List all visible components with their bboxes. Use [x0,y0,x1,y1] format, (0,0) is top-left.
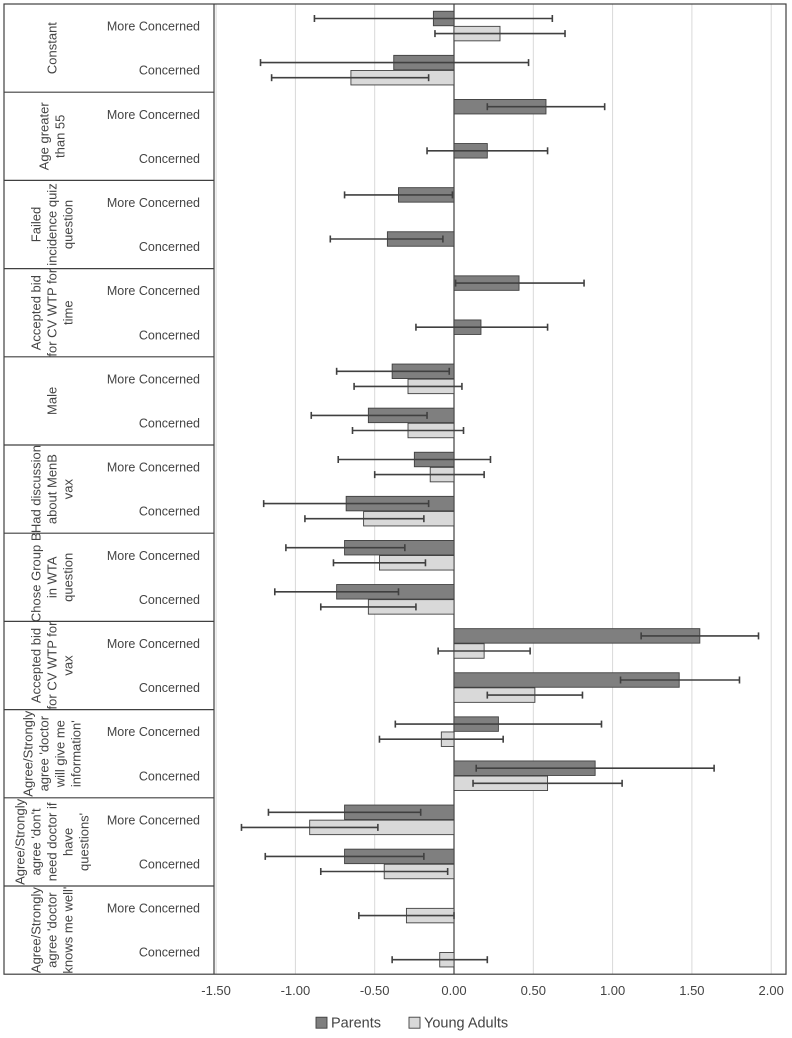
group-label-line: time [61,300,76,325]
x-axis-ticks: -1.50 -1.00 -0.50 0.00 0.50 1.00 1.50 2.00 [201,983,784,998]
row-label: More Concerned [107,725,200,739]
group-label-line: knows me well' [61,887,76,974]
legend-swatch-0 [315,1016,328,1029]
row-label: More Concerned [107,108,200,122]
group-label-line: Accepted bid [29,275,44,350]
legend: Parents Young Adults [315,1016,508,1032]
group-label-line: incidence quiz [45,183,60,265]
group-label-line: in WTA [45,556,60,598]
group-label-line: agree 'doctor [45,892,60,968]
error-bars [240,15,760,964]
group-label-line: Had discussion [29,445,44,533]
group-label-8: Agree/Stronglyagree 'doctorwill give mei… [21,710,84,796]
group-label-9: Agree/Stronglyagree 'don'tneed doctor if… [13,798,92,884]
row-label: Concerned [139,64,200,78]
x-tick-label: 0.00 [441,983,466,998]
row-label: Concerned [139,681,200,695]
group-label-line: Agree/Strongly [21,710,36,796]
group-label-5: Had discussionabout MenBvax [29,445,76,533]
row-label: Concerned [139,505,200,519]
row-label: Concerned [139,416,200,430]
row-label: More Concerned [107,284,200,298]
row-label: More Concerned [107,20,200,34]
row-label: More Concerned [107,196,200,210]
group-label-line: Agree/Strongly [13,798,28,884]
x-tick-label: 1.50 [679,983,704,998]
bars [309,10,701,968]
group-label-line: question [61,553,76,602]
group-label-2: Failedincidence quizquestion [29,183,76,265]
group-label-line: for CV WTP for [45,268,60,357]
group-label-line: Chose Group B [29,532,44,622]
group-label-line: Accepted bid [29,628,44,703]
group-label-10: Agree/Stronglyagree 'doctorknows me well… [29,887,76,974]
group-label-line: for CV WTP for [45,621,60,710]
group-label-line: vax [61,655,76,676]
row-label: Concerned [139,593,200,607]
group-label-1: Age greaterthan 55 [37,102,68,171]
group-label-line: question [61,200,76,249]
x-tick-label: -0.50 [360,983,390,998]
row-label: More Concerned [107,549,200,563]
x-tick-label: 2.00 [759,983,784,998]
group-label-line: need doctor if [45,802,60,881]
group-label-line: information' [69,720,84,787]
group-label-line: vax [61,478,76,499]
x-tick-label: 0.50 [521,983,546,998]
x-tick-label: 1.00 [600,983,625,998]
group-label-0: Constant [45,22,60,74]
group-label-3: Accepted bidfor CV WTP fortime [29,268,76,357]
row-label: More Concerned [107,372,200,386]
group-label-line: questions' [77,813,92,871]
group-label-line: have [61,828,76,856]
x-tick-label: -1.00 [281,983,311,998]
group-label-line: Constant [45,22,60,74]
group-label-line: agree 'doctor [37,715,52,791]
outer-frame [3,3,787,975]
legend-swatch-1 [408,1016,421,1029]
group-label-6: Chose Group Bin WTAquestion [29,532,76,622]
legend-label-0: Parents [331,1016,381,1032]
gridlines [215,4,772,975]
group-label-7: Accepted bidfor CV WTP forvax [29,621,76,710]
row-label: Concerned [139,857,200,871]
row-label: Concerned [139,240,200,254]
row-label: Concerned [139,328,200,342]
group-label-line: than 55 [53,115,68,158]
row-label: Concerned [139,769,200,783]
row-label: Concerned [139,946,200,960]
group-label-line: Failed [29,207,44,242]
row-label: More Concerned [107,902,200,916]
group-label-line: Agree/Strongly [29,887,44,973]
group-label-4: Male [45,387,60,415]
group-label-line: agree 'don't [29,808,44,876]
row-label: More Concerned [107,637,200,651]
legend-label-1: Young Adults [424,1016,508,1032]
x-tick-label: -1.50 [201,983,231,998]
group-label-line: Male [45,387,60,415]
row-label: More Concerned [107,461,200,475]
row-label: More Concerned [107,813,200,827]
category-labels: Constant More Concerned Concerned Age great… [13,20,201,974]
group-label-line: will give me [53,720,68,788]
group-label-line: Age greater [37,102,52,171]
group-label-line: about MenB [45,454,60,524]
row-label: Concerned [139,152,200,166]
